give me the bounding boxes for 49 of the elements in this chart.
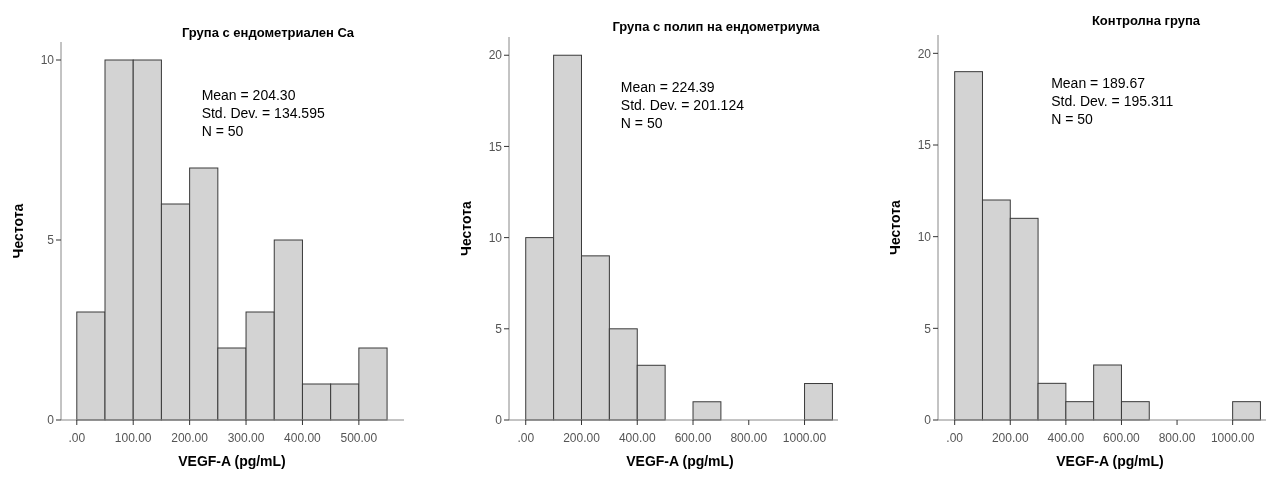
annotation: N = 50 [620,114,663,131]
x-tick-label: 400.00 [1047,431,1085,445]
annotation: N = 50 [1051,110,1094,127]
x-tick-label: 1000.00 [782,431,827,445]
x-tick-label: 200.00 [563,431,601,445]
x-axis-title: VEGF-A (pg/mL) [178,453,286,469]
x-tick-label: 800.00 [730,431,768,445]
y-tick-label: 15 [488,139,503,154]
y-tick-label: 0 [924,413,932,428]
x-tick-label: 400.00 [618,431,656,445]
x-axis-title: VEGF-A (pg/mL) [626,453,734,469]
x-tick-label: 200.00 [171,431,209,445]
y-tick-label: 0 [47,413,55,428]
annotation: Mean = 189.67 [1051,74,1146,91]
y-tick-label: 10 [488,230,503,245]
chart-title: Група с полип на ендометриума [612,19,821,34]
annotation: Mean = 204.30 [201,86,296,103]
x-tick-label: 600.00 [1103,431,1141,445]
annotation: Std. Dev. = 134.595 [201,104,325,121]
annotation: Mean = 224.39 [620,78,715,95]
x-tick-label: 800.00 [1158,431,1196,445]
annotation: N = 50 [201,122,244,139]
x-tick-label: 600.00 [674,431,712,445]
x-tick-label: 200.00 [991,431,1029,445]
y-axis-title: Честота [10,203,26,259]
y-tick-label: 0 [495,413,503,428]
y-axis-title: Честота [887,199,903,255]
x-tick-label: .00 [68,431,86,445]
x-tick-label: 500.00 [340,431,378,445]
y-tick-label: 5 [924,321,932,336]
y-tick-label: 20 [917,46,932,61]
x-tick-label: 1000.00 [1210,431,1255,445]
x-tick-label: 300.00 [227,431,265,445]
y-tick-label: 15 [917,138,932,153]
chart-title: Група с ендометриален Ca [181,25,355,40]
y-tick-label: 20 [488,48,503,63]
y-tick-label: 10 [40,53,55,68]
chart-title: Контролна група [1091,13,1201,28]
y-tick-label: 5 [47,233,55,248]
x-tick-label: 100.00 [114,431,152,445]
x-axis-title: VEGF-A (pg/mL) [1056,453,1164,469]
x-tick-label: .00 [946,431,964,445]
y-axis-title: Честота [458,200,474,256]
x-tick-label: .00 [517,431,535,445]
annotation: Std. Dev. = 195.311 [1051,92,1174,109]
y-tick-label: 5 [495,322,503,337]
y-tick-label: 10 [917,229,932,244]
x-tick-label: 400.00 [284,431,322,445]
annotation: Std. Dev. = 201.124 [620,96,745,113]
